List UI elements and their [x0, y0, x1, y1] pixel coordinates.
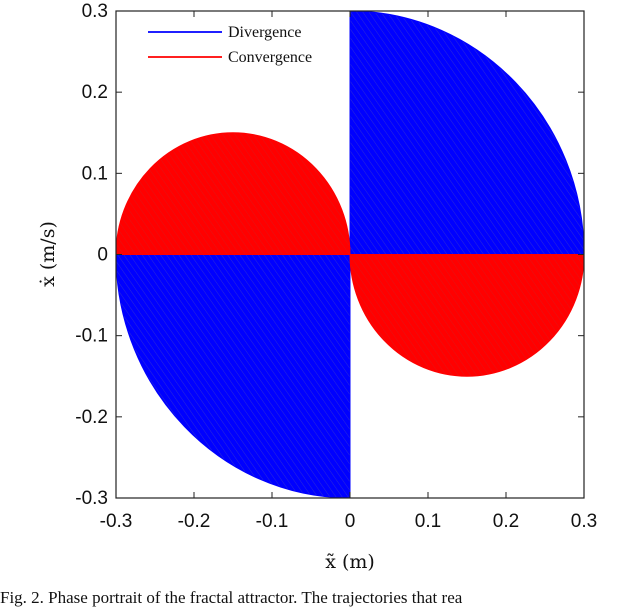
convergence-region-upper-left	[115, 132, 351, 255]
y-axis-label: ẋ (m/s)	[37, 221, 59, 287]
y-tick-label: -0.3	[75, 488, 108, 509]
y-tick-label: -0.1	[75, 326, 108, 347]
legend-label-divergence: Divergence	[228, 24, 301, 41]
y-tick-label: 0.3	[82, 1, 108, 22]
x-axis-label: x̃ (m)	[325, 551, 375, 573]
plot-area	[115, 10, 585, 499]
y-tick-label: 0.1	[82, 163, 108, 184]
x-tick-label: 0.3	[571, 511, 597, 532]
y-tick-label: 0	[97, 245, 108, 266]
x-tick-label: -0.3	[100, 511, 133, 532]
legend: Divergence Convergence	[148, 24, 312, 66]
convergence-region-lower-right	[349, 254, 585, 377]
y-axis: 0.3 0.2 0.1 0 -0.1 -0.2 -0.3	[75, 1, 584, 509]
x-tick-label: -0.1	[256, 511, 289, 532]
figure-caption: Fig. 2. Phase portrait of the fractal at…	[0, 588, 463, 607]
legend-label-convergence: Convergence	[228, 49, 312, 66]
y-tick-label: 0.2	[82, 82, 108, 103]
x-axis: -0.3 -0.2 -0.1 0 0.1 0.2 0.3	[100, 11, 597, 532]
divergence-region-lower-left	[115, 254, 351, 499]
x-tick-label: 0	[345, 511, 356, 532]
divergence-region-upper-right	[349, 10, 585, 255]
y-tick-label: -0.2	[75, 407, 108, 428]
x-tick-label: -0.2	[178, 511, 211, 532]
x-tick-label: 0.1	[415, 511, 441, 532]
x-tick-label: 0.2	[493, 511, 519, 532]
